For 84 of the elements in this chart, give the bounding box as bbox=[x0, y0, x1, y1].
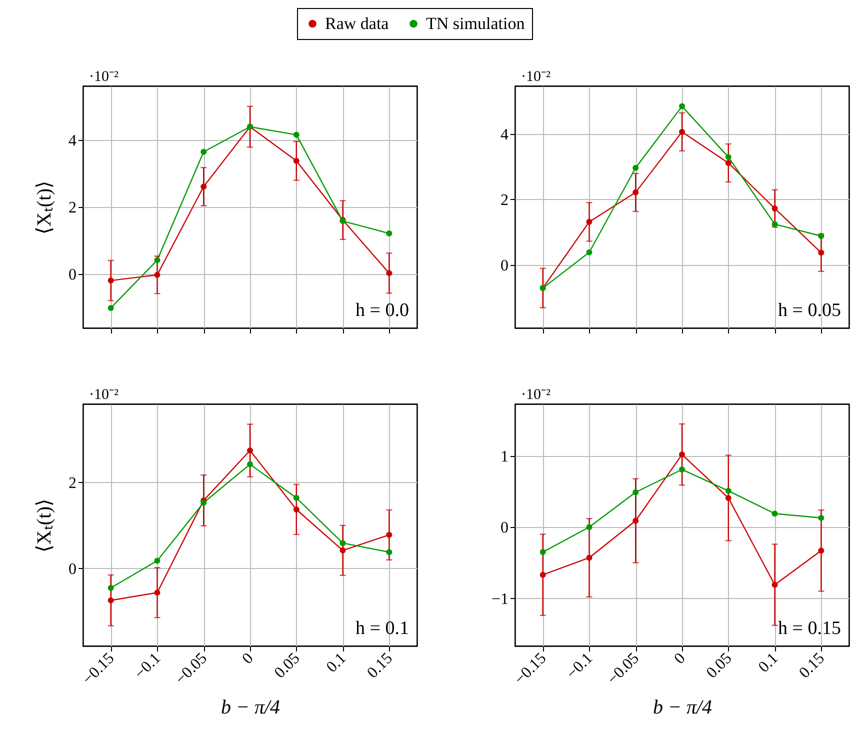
point bbox=[725, 154, 732, 160]
point bbox=[586, 554, 592, 561]
point bbox=[200, 500, 207, 506]
x-axis-title: b − π/4 bbox=[652, 696, 712, 718]
point bbox=[340, 540, 346, 546]
point bbox=[540, 572, 546, 578]
point bbox=[540, 549, 546, 556]
x-tick-label: 0.05 bbox=[271, 650, 304, 682]
point bbox=[679, 466, 685, 472]
x-axis-title: b − π/4 bbox=[220, 696, 280, 718]
point bbox=[293, 132, 300, 138]
point bbox=[154, 590, 160, 596]
text: ·10⁻² bbox=[89, 69, 119, 85]
y-tick-label: 1 bbox=[500, 448, 508, 466]
x-tick-label: 0.1 bbox=[323, 650, 350, 676]
point bbox=[293, 158, 300, 164]
x-tick-label: 0 bbox=[671, 650, 689, 668]
point bbox=[632, 189, 639, 196]
point bbox=[679, 103, 685, 110]
y-axis-title: ⟨Xₜ(t)⟩ bbox=[34, 180, 56, 235]
point bbox=[586, 218, 592, 225]
point bbox=[154, 558, 160, 564]
point bbox=[679, 452, 685, 458]
point bbox=[200, 184, 207, 190]
point bbox=[108, 278, 114, 284]
annotation: h = 0.05 bbox=[778, 300, 841, 321]
point bbox=[772, 205, 778, 212]
x-tick-label: −0.1 bbox=[132, 650, 164, 682]
y-tick-label: 2 bbox=[500, 192, 508, 209]
x-tick-label: 0.15 bbox=[364, 650, 396, 682]
point bbox=[772, 510, 778, 517]
point bbox=[108, 584, 114, 591]
point bbox=[108, 304, 114, 311]
y-tick-label: 4 bbox=[500, 126, 508, 144]
point bbox=[154, 272, 160, 278]
point bbox=[386, 532, 392, 538]
point bbox=[293, 506, 300, 512]
y-tick-label: 0 bbox=[68, 266, 76, 284]
point bbox=[386, 270, 392, 276]
point bbox=[586, 249, 592, 256]
annotation: h = 0.1 bbox=[356, 618, 409, 639]
x-tick-label: 0 bbox=[239, 650, 257, 668]
point bbox=[725, 160, 732, 166]
annotation: h = 0.0 bbox=[356, 300, 409, 321]
point bbox=[632, 164, 639, 171]
y-axis-title: ⟨Xₜ(t)⟩ bbox=[34, 498, 56, 553]
point bbox=[586, 524, 592, 530]
text: ·10⁻² bbox=[521, 387, 551, 403]
point bbox=[293, 494, 300, 501]
point bbox=[725, 494, 732, 501]
point bbox=[818, 250, 824, 256]
legend-label: Raw data bbox=[325, 14, 390, 33]
y-tick-label: 0 bbox=[500, 257, 508, 274]
point bbox=[772, 582, 778, 588]
y-tick-label: −1 bbox=[491, 590, 508, 608]
point bbox=[818, 514, 824, 521]
y-tick-label: 0 bbox=[500, 520, 508, 537]
x-tick-label: −0.1 bbox=[564, 650, 596, 682]
point bbox=[200, 148, 207, 155]
annotation: h = 0.15 bbox=[778, 618, 841, 639]
point bbox=[632, 518, 639, 524]
point bbox=[679, 128, 685, 135]
x-tick-label: 0.1 bbox=[755, 650, 782, 676]
x-tick-label: 0.05 bbox=[703, 650, 736, 682]
point bbox=[247, 448, 253, 454]
point bbox=[386, 549, 392, 556]
y-tick-label: 2 bbox=[68, 474, 76, 492]
text: ·10⁻² bbox=[521, 69, 551, 85]
y-tick-label: 4 bbox=[68, 132, 76, 150]
point bbox=[108, 597, 114, 604]
point bbox=[772, 221, 778, 228]
point bbox=[632, 489, 639, 496]
text: ·10⁻² bbox=[89, 387, 119, 403]
x-tick-label: 0.15 bbox=[796, 650, 828, 682]
y-tick-label: 2 bbox=[68, 200, 76, 216]
point bbox=[247, 461, 253, 468]
point bbox=[386, 230, 392, 236]
point bbox=[725, 488, 732, 494]
point bbox=[818, 548, 824, 554]
point bbox=[154, 257, 160, 264]
y-tick-label: 0 bbox=[68, 560, 76, 578]
legend-label: TN simulation bbox=[426, 14, 526, 33]
point bbox=[340, 547, 346, 554]
point bbox=[818, 232, 824, 239]
